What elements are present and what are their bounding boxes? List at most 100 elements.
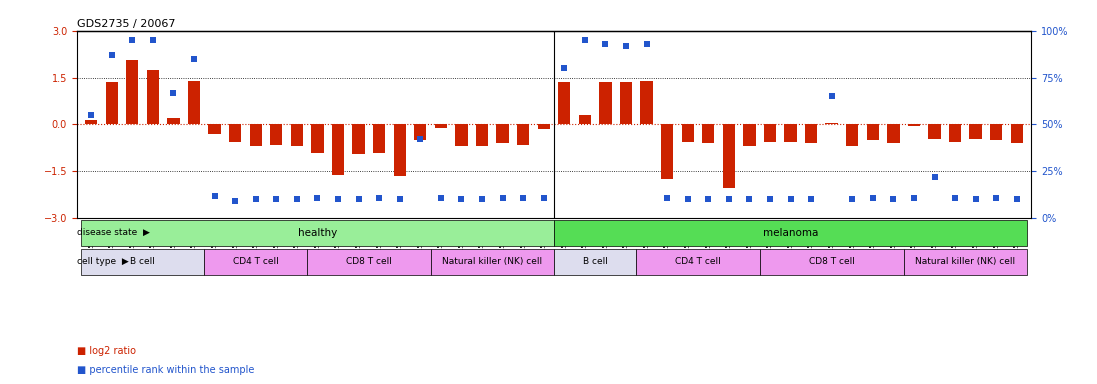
Bar bbox=[825, 123, 838, 124]
Bar bbox=[331, 124, 344, 175]
Point bbox=[947, 194, 964, 200]
Point bbox=[679, 196, 697, 202]
Point bbox=[844, 196, 861, 202]
Point bbox=[206, 193, 224, 199]
Point bbox=[473, 196, 490, 202]
Point bbox=[165, 89, 182, 96]
Text: CD4 T cell: CD4 T cell bbox=[233, 257, 279, 266]
FancyBboxPatch shape bbox=[430, 249, 554, 275]
Bar bbox=[743, 124, 756, 146]
Point bbox=[966, 196, 984, 202]
Bar bbox=[928, 124, 940, 139]
Text: ■ log2 ratio: ■ log2 ratio bbox=[77, 346, 136, 356]
Point bbox=[82, 112, 100, 118]
Bar bbox=[805, 124, 817, 143]
Bar bbox=[1010, 124, 1022, 143]
Bar bbox=[188, 81, 200, 124]
Bar bbox=[270, 124, 282, 145]
Point bbox=[1008, 196, 1026, 202]
Text: cell type  ▶: cell type ▶ bbox=[77, 257, 129, 266]
Point bbox=[391, 196, 408, 202]
Point bbox=[144, 37, 161, 43]
FancyBboxPatch shape bbox=[204, 249, 307, 275]
Text: melanoma: melanoma bbox=[762, 228, 818, 238]
FancyBboxPatch shape bbox=[81, 249, 204, 275]
Bar bbox=[846, 124, 858, 146]
Bar bbox=[476, 124, 488, 146]
Bar bbox=[538, 124, 550, 129]
Point bbox=[926, 174, 943, 180]
Bar bbox=[394, 124, 406, 176]
Bar bbox=[229, 124, 241, 142]
Point bbox=[597, 41, 614, 47]
Point bbox=[185, 56, 203, 62]
Point bbox=[247, 196, 264, 202]
Point bbox=[761, 196, 779, 202]
Point bbox=[905, 194, 923, 200]
Point bbox=[308, 194, 326, 200]
Point bbox=[514, 194, 532, 200]
Bar bbox=[455, 124, 467, 146]
Bar bbox=[517, 124, 529, 145]
Bar bbox=[86, 120, 98, 124]
Text: CD8 T cell: CD8 T cell bbox=[808, 257, 855, 266]
Text: Natural killer (NK) cell: Natural killer (NK) cell bbox=[915, 257, 1016, 266]
Point bbox=[700, 196, 717, 202]
Point bbox=[637, 41, 655, 47]
Bar bbox=[970, 124, 982, 139]
Text: disease state  ▶: disease state ▶ bbox=[77, 228, 150, 237]
Point bbox=[535, 194, 553, 200]
Point bbox=[576, 37, 593, 43]
Point bbox=[802, 196, 819, 202]
Bar bbox=[167, 118, 180, 124]
Point bbox=[740, 196, 758, 202]
Point bbox=[371, 194, 388, 200]
Point bbox=[289, 196, 306, 202]
FancyBboxPatch shape bbox=[81, 220, 554, 246]
Point bbox=[432, 194, 450, 200]
Bar bbox=[147, 70, 159, 124]
Bar bbox=[558, 82, 570, 124]
FancyBboxPatch shape bbox=[636, 249, 759, 275]
Point bbox=[782, 196, 800, 202]
Bar bbox=[723, 124, 735, 189]
Text: CD4 T cell: CD4 T cell bbox=[675, 257, 721, 266]
Point bbox=[618, 43, 635, 49]
Point bbox=[329, 196, 347, 202]
Point bbox=[226, 198, 244, 204]
Point bbox=[124, 37, 142, 43]
FancyBboxPatch shape bbox=[554, 249, 636, 275]
Bar bbox=[312, 124, 324, 152]
Point bbox=[658, 194, 676, 200]
Point bbox=[823, 93, 840, 99]
FancyBboxPatch shape bbox=[307, 249, 430, 275]
Bar bbox=[887, 124, 900, 143]
Text: CD8 T cell: CD8 T cell bbox=[346, 257, 392, 266]
FancyBboxPatch shape bbox=[759, 249, 904, 275]
FancyBboxPatch shape bbox=[904, 249, 1027, 275]
Bar bbox=[434, 124, 446, 127]
Bar bbox=[105, 82, 118, 124]
Point bbox=[494, 194, 511, 200]
Bar bbox=[641, 81, 653, 124]
Point bbox=[268, 196, 285, 202]
Bar bbox=[620, 82, 632, 124]
Bar bbox=[414, 124, 427, 140]
Text: B cell: B cell bbox=[131, 257, 155, 266]
Bar bbox=[784, 124, 796, 142]
Point bbox=[720, 196, 737, 202]
Text: GDS2735 / 20067: GDS2735 / 20067 bbox=[77, 18, 176, 28]
Bar bbox=[599, 82, 611, 124]
Point bbox=[350, 196, 367, 202]
Point bbox=[884, 196, 902, 202]
Bar bbox=[949, 124, 961, 142]
Bar bbox=[764, 124, 776, 142]
Bar bbox=[249, 124, 262, 146]
Bar bbox=[496, 124, 509, 143]
Bar bbox=[208, 124, 220, 134]
Bar bbox=[867, 124, 879, 140]
Bar bbox=[702, 124, 714, 143]
Bar bbox=[660, 124, 674, 179]
Bar bbox=[373, 124, 385, 152]
FancyBboxPatch shape bbox=[554, 220, 1027, 246]
